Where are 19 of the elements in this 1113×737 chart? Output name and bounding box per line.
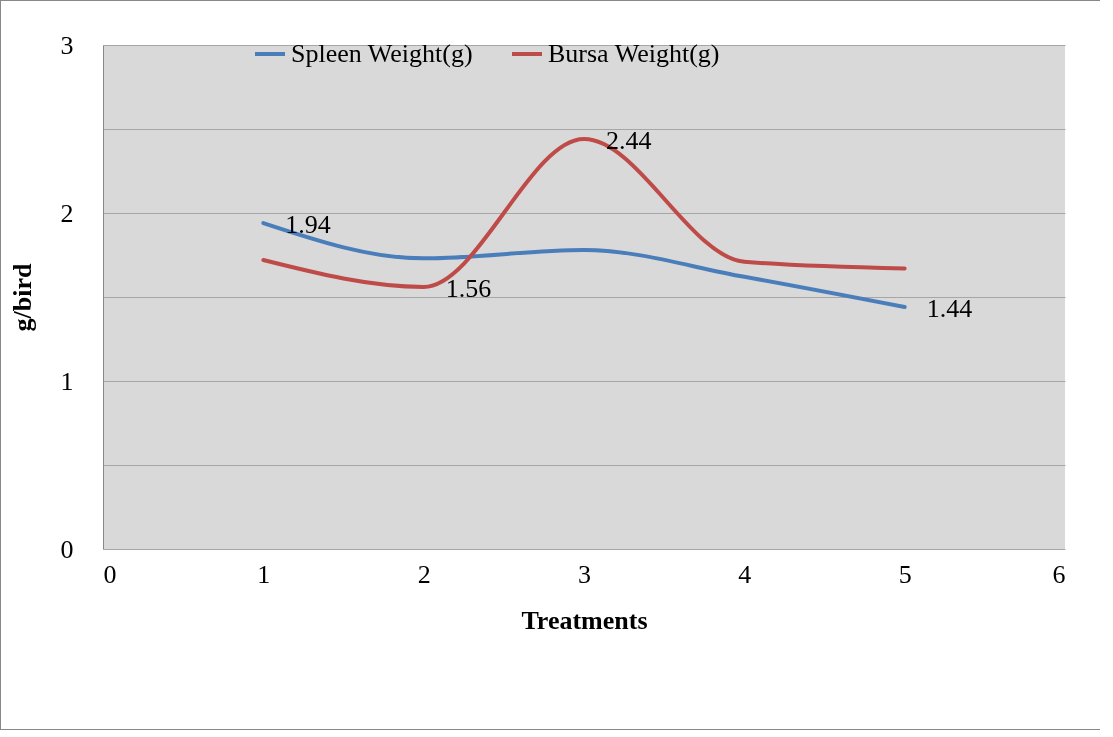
x-tick-label: 1: [257, 559, 271, 589]
x-tick-label: 3: [578, 559, 591, 589]
data-label: 1.56: [445, 273, 492, 303]
x-axis-title: Treatments: [521, 605, 648, 635]
y-tick-label: 0: [60, 534, 74, 564]
legend-label: Spleen Weight(g): [291, 39, 473, 68]
x-tick-label: 0: [103, 559, 117, 589]
data-label: 2.44: [606, 126, 652, 156]
x-tick-label: 2: [417, 559, 431, 589]
y-axis-title: g/bird: [7, 263, 37, 332]
x-tick-label: 4: [738, 559, 752, 589]
data-label: 1.94: [285, 210, 331, 240]
legend-label: Bursa Weight(g): [548, 39, 720, 68]
y-tick-label: 2: [60, 198, 74, 228]
y-tick-label: 3: [60, 30, 74, 60]
y-tick-label: 1: [60, 366, 74, 396]
x-tick-label: 6: [1052, 559, 1066, 589]
x-tick-label: 5: [898, 559, 912, 589]
data-label: 1.44: [926, 294, 973, 324]
